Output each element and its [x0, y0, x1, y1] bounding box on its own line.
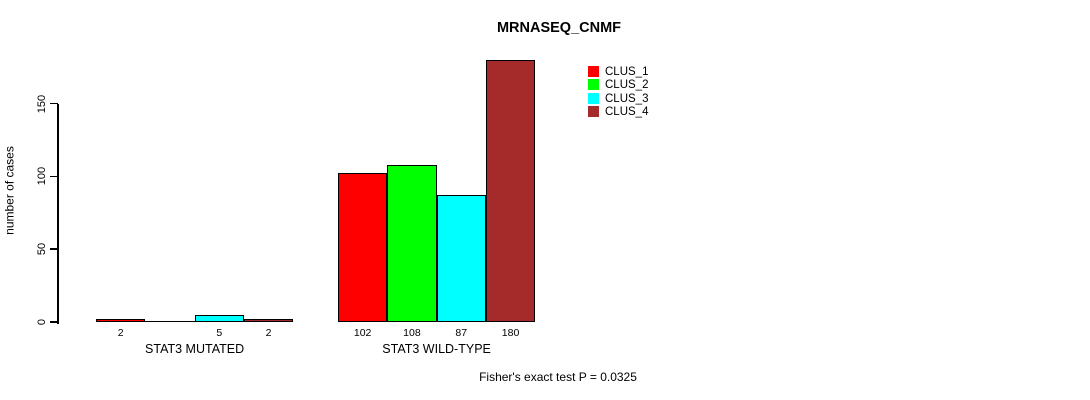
legend-swatch-clus-4 [588, 106, 599, 118]
y-axis-line [57, 103, 59, 324]
bar-clus-1-stat3-wild-type [338, 173, 388, 322]
legend-label-clus-4: CLUS_4 [605, 106, 649, 119]
group-label-stat3-mutated: STAT3 MUTATED [145, 342, 245, 356]
legend-label-clus-3: CLUS_3 [605, 92, 649, 105]
bar-clus-4-stat3-wild-type [485, 59, 536, 322]
bar-clus-4-stat3-mutated [243, 319, 294, 322]
bar-clus-1-stat3-mutated [96, 319, 146, 322]
bar-value-label: 87 [455, 326, 468, 339]
y-axis-tick [50, 175, 58, 178]
legend-label-clus-2: CLUS_2 [605, 79, 649, 92]
y-axis-tick [50, 102, 58, 105]
bar-value-label: 2 [265, 326, 272, 339]
chart-title: MRNASEQ_CNMF [496, 20, 622, 36]
bar-clus-2-stat3-mutated-zero [145, 320, 195, 322]
bar-clus-3-stat3-mutated [194, 314, 244, 322]
legend-label-clus-1: CLUS_1 [605, 66, 649, 78]
y-axis-tick-label: 50 [36, 243, 48, 256]
legend-swatch-clus-2 [588, 79, 599, 91]
annotation-text: Fisher's exact test P = 0.0325 [479, 370, 637, 384]
bar-clus-2-stat3-wild-type [387, 164, 437, 322]
legend-swatch-clus-1 [588, 66, 599, 77]
bar-value-label: 2 [117, 326, 124, 339]
y-axis-tick-label: 100 [36, 167, 48, 186]
bar-value-label: 102 [353, 326, 372, 339]
bar-value-label: 180 [501, 326, 520, 339]
bar-clus-3-stat3-wild-type [436, 195, 486, 322]
group-label-stat3-wild-type: STAT3 WILD-TYPE [382, 342, 491, 356]
y-axis-tick-label: 150 [36, 94, 48, 113]
y-axis-label: number of cases [2, 146, 17, 235]
bar-value-label: 5 [216, 326, 223, 339]
bar-value-label: 108 [403, 326, 421, 339]
legend-swatch-clus-3 [588, 92, 599, 104]
y-axis-tick [50, 248, 58, 250]
y-axis-tick [50, 321, 58, 323]
y-axis-tick-label: 0 [36, 318, 48, 326]
